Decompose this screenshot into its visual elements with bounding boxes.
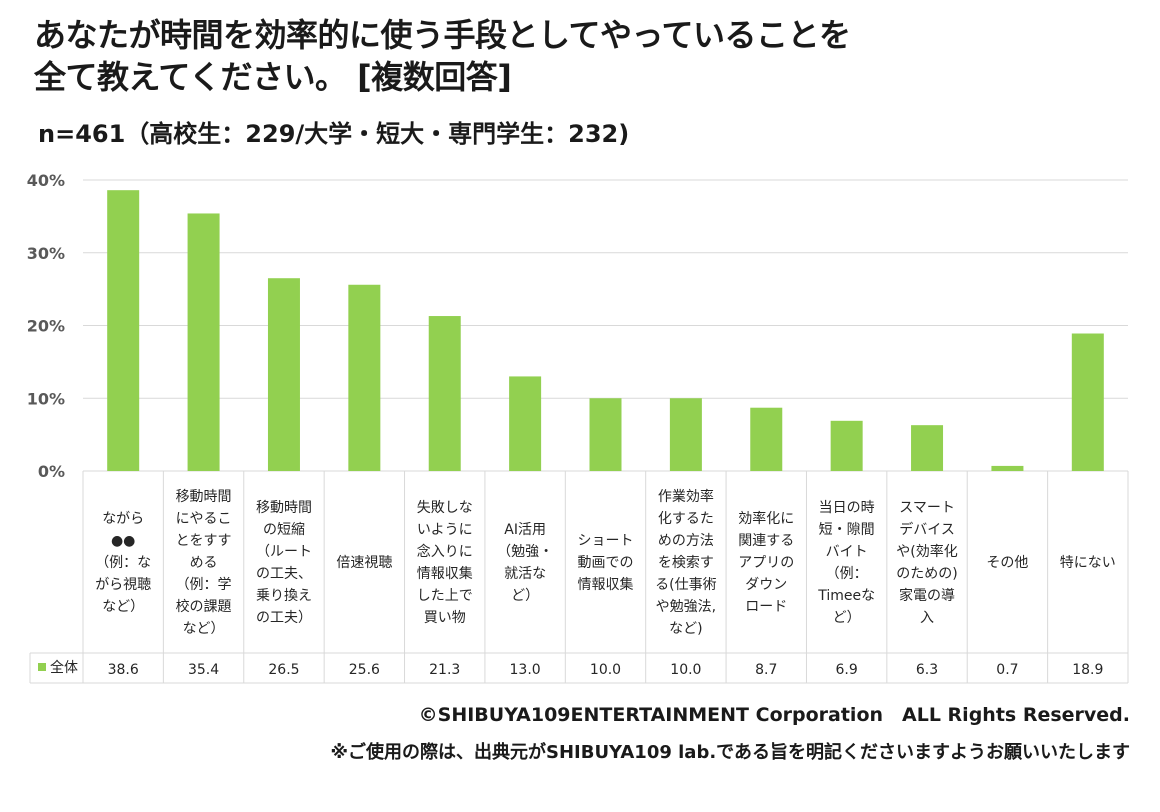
- category-label: 移動時間の短縮（ルートの工夫、乗り換えの工夫）: [256, 500, 312, 626]
- data-value-label: 21.3: [429, 662, 460, 678]
- copyright-notice: ©SHIBUYA109ENTERTAINMENT Corporation ALL…: [418, 704, 1130, 726]
- bar: [589, 398, 622, 471]
- category-label: ながら●●（例：ながら視聴など）: [95, 511, 151, 615]
- legend-swatch: [38, 663, 46, 671]
- chart-title: あなたが時間を効率的に使う手段としてやっていることを 全て教えてください。 [複…: [34, 14, 1134, 98]
- data-value-label: 6.3: [916, 662, 938, 678]
- bar: [991, 465, 1024, 471]
- data-value-label: 18.9: [1072, 662, 1103, 678]
- data-value-label: 10.0: [590, 662, 621, 678]
- data-value-label: 38.6: [108, 662, 139, 678]
- category-label: 失敗しないように念入りに情報収集した上で買い物: [417, 500, 473, 626]
- data-value-label: 35.4: [188, 662, 219, 678]
- y-tick-label: 0%: [38, 462, 65, 481]
- data-value-label: 26.5: [268, 662, 299, 678]
- y-tick-label: 40%: [27, 171, 65, 190]
- category-label: AI活用（勉強・就活など）: [497, 522, 553, 604]
- category-label: その他: [986, 555, 1028, 571]
- category-label: スマートデバイスや(効率化のための)家電の導入: [896, 500, 957, 626]
- chart-title-line-2: 全て教えてください。 [複数回答]: [34, 58, 512, 96]
- category-label: 当日の時短・隙間バイト（例： Timeeなど）: [817, 500, 875, 626]
- citation-note: ※ご使用の際は、出典元がSHIBUYA109 lab.である旨を明記くださいます…: [330, 742, 1131, 763]
- sample-size-subtitle: n=461（高校生：229/大学・短大・専門学生：232): [38, 120, 630, 148]
- y-tick-label: 30%: [27, 244, 65, 263]
- bar: [107, 190, 140, 471]
- bar: [1071, 333, 1104, 471]
- category-label: 効率化に関連するアプリのダウンロード: [738, 510, 794, 615]
- legend-label: 全体: [50, 659, 78, 676]
- bar: [187, 213, 220, 471]
- bar: [830, 420, 863, 471]
- bar: [669, 398, 702, 471]
- category-label: ショート動画での情報収集: [578, 533, 634, 593]
- category-label: 特にない: [1060, 555, 1116, 571]
- category-label: 倍速視聴: [336, 555, 392, 571]
- bar: [267, 278, 300, 471]
- category-label: 移動時間にやることをすすめる（例：学校の課題など）: [176, 489, 232, 637]
- bar: [509, 376, 542, 471]
- data-value-label: 0.7: [996, 662, 1018, 678]
- bar: [428, 316, 461, 471]
- chart-title-line-1: あなたが時間を効率的に使う手段としてやっていることを: [34, 16, 851, 54]
- data-value-label: 6.9: [836, 662, 858, 678]
- data-value-label: 13.0: [510, 662, 541, 678]
- y-tick-label: 20%: [27, 317, 65, 336]
- data-value-label: 25.6: [349, 662, 380, 678]
- bar: [911, 425, 944, 471]
- bar: [750, 407, 783, 471]
- data-value-label: 10.0: [670, 662, 701, 678]
- data-value-label: 8.7: [755, 662, 777, 678]
- category-label: 作業効率化するための方法を検索する(仕事術や勉強法,など): [655, 488, 716, 637]
- bar: [348, 284, 381, 471]
- y-tick-label: 10%: [27, 389, 65, 408]
